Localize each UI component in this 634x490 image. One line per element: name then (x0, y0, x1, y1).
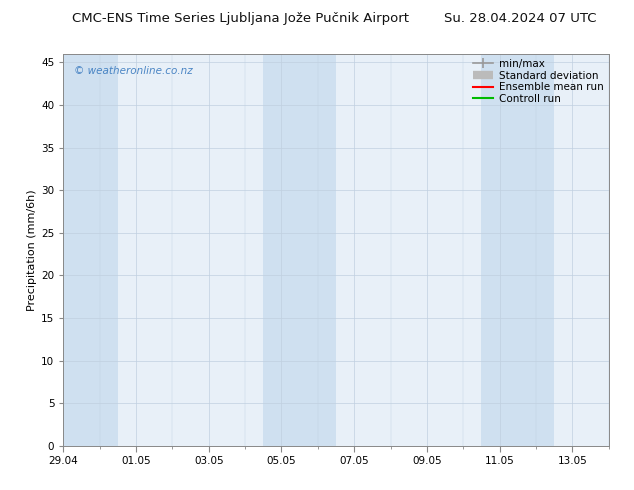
Text: Su. 28.04.2024 07 UTC: Su. 28.04.2024 07 UTC (444, 12, 596, 25)
Bar (481, 54, 554, 446)
Text: © weatheronline.co.nz: © weatheronline.co.nz (74, 66, 193, 75)
Y-axis label: Precipitation (mm/6h): Precipitation (mm/6h) (27, 189, 37, 311)
Legend: min/max, Standard deviation, Ensemble mean run, Controll run: min/max, Standard deviation, Ensemble me… (472, 59, 604, 104)
Bar (263, 54, 336, 446)
Bar (45, 54, 118, 446)
Text: CMC-ENS Time Series Ljubljana Jože Pučnik Airport: CMC-ENS Time Series Ljubljana Jože Pučni… (72, 12, 410, 25)
